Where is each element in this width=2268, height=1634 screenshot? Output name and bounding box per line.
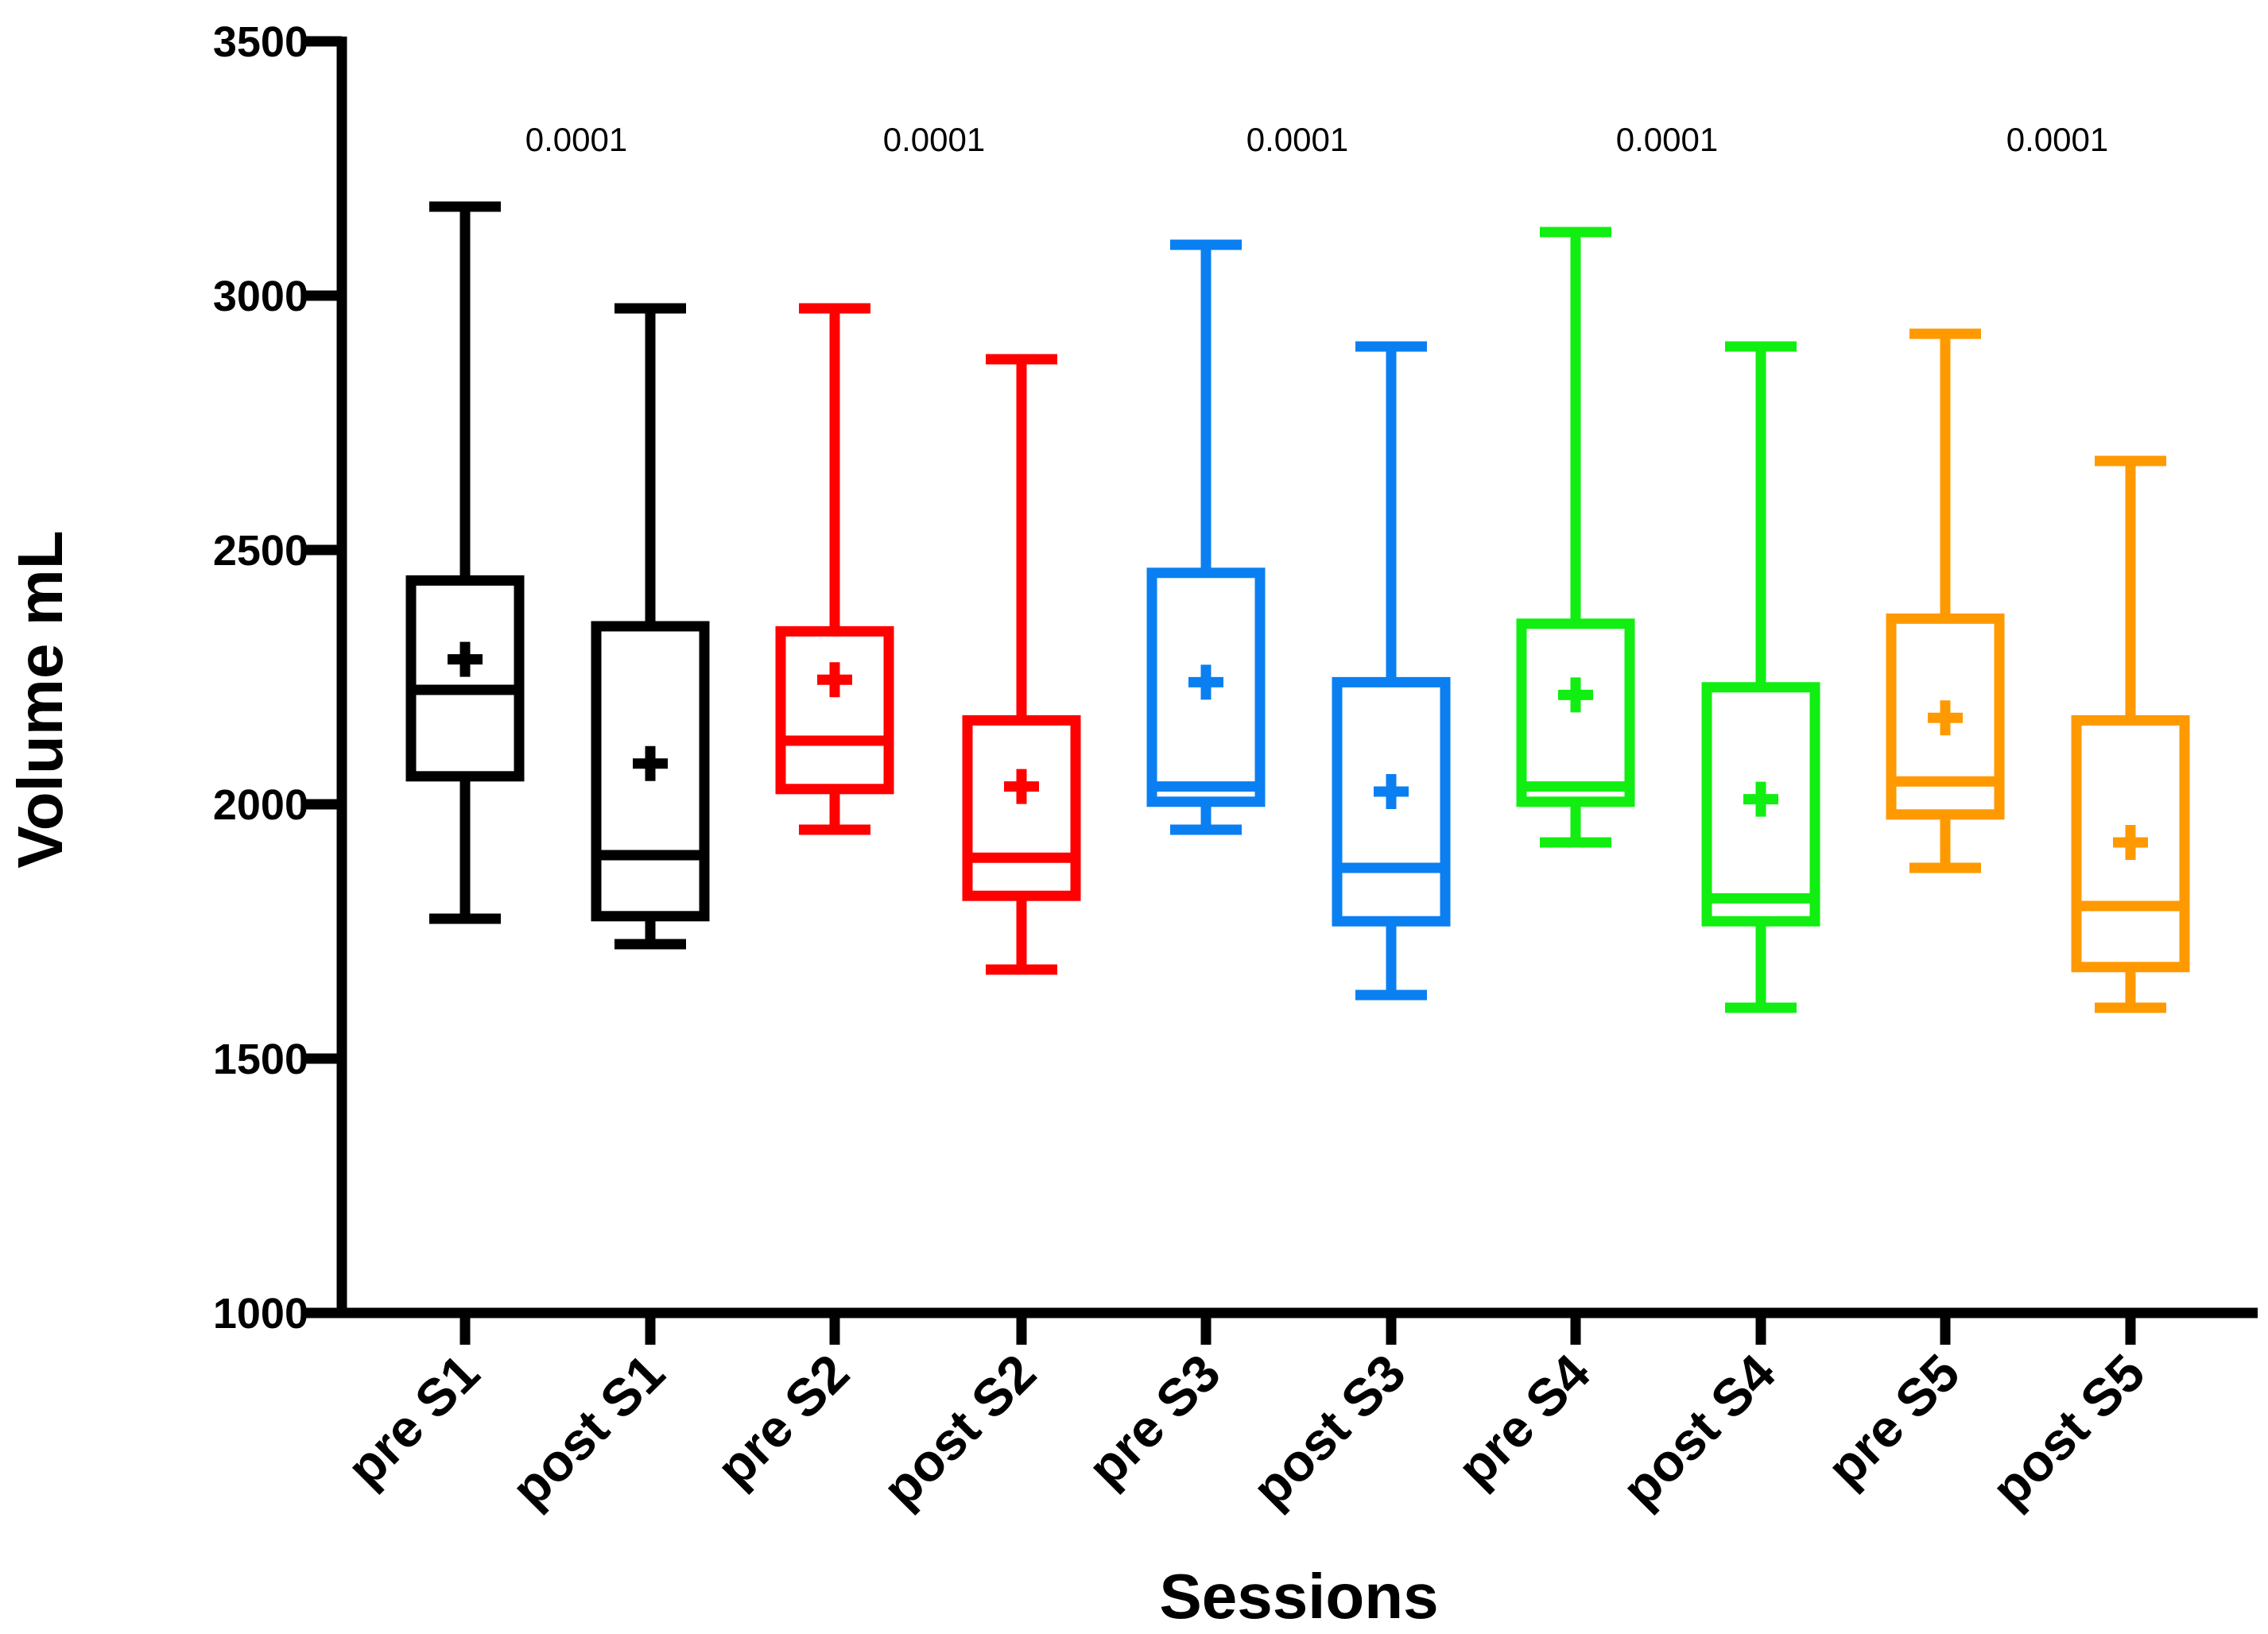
- axes: [304, 36, 2258, 1345]
- y-axis-title: Volume mL: [5, 530, 76, 868]
- x-tick-label: pre S5: [1816, 1343, 1971, 1498]
- y-tick-label: 2000: [213, 781, 308, 829]
- p-value-label: 0.0001: [1616, 121, 1718, 158]
- y-tick-label: 1500: [213, 1036, 308, 1083]
- p-value-label: 0.0001: [525, 121, 627, 158]
- box-post-s1: [591, 303, 710, 950]
- iqr-box: [1146, 567, 1266, 807]
- boxes: [405, 201, 2190, 1013]
- box-pre-s3: [1146, 239, 1266, 835]
- box-post-s5: [2071, 455, 2190, 1013]
- box-post-s3: [1332, 341, 1451, 1001]
- box-pre-s5: [1886, 328, 2005, 873]
- x-axis-title: Sessions: [1159, 1561, 1438, 1632]
- x-tick-label: post S2: [871, 1343, 1047, 1519]
- x-tick-label: pre S2: [705, 1343, 860, 1498]
- x-tick-label: pre S3: [1076, 1343, 1231, 1498]
- iqr-box: [1516, 618, 1635, 807]
- y-tick-label: 1000: [213, 1290, 308, 1338]
- box-pre-s4: [1516, 227, 1635, 848]
- x-tick-label: post S4: [1611, 1342, 1786, 1518]
- box-pre-s1: [405, 201, 525, 924]
- p-value-label: 0.0001: [2006, 121, 2108, 158]
- x-tick-label: pre S4: [1446, 1342, 1601, 1497]
- x-tick-label: post S1: [500, 1343, 676, 1519]
- y-tick-label: 2500: [213, 527, 308, 575]
- x-tick-label: post S5: [1980, 1343, 2156, 1519]
- x-category-labels: pre S1 post S1 pre S2 post S2 pre S3 post S3 p…: [335, 1342, 2156, 1518]
- x-tick-label: pre S1: [335, 1343, 490, 1498]
- y-tick-label: 3000: [213, 273, 308, 320]
- x-tick-label: post S3: [1241, 1343, 1417, 1519]
- p-value-annotations: 0.0001 0.0001 0.0001 0.0001 0.0001: [525, 121, 2108, 158]
- box-post-s4: [1701, 341, 1820, 1013]
- p-value-label: 0.0001: [883, 121, 985, 158]
- box-pre-s2: [775, 303, 894, 835]
- iqr-box: [962, 714, 1081, 901]
- iqr-box: [1701, 682, 1820, 927]
- y-tick-labels: 1000 1500 2000 2500 3000 3500: [213, 18, 308, 1338]
- p-value-label: 0.0001: [1246, 121, 1348, 158]
- iqr-box: [405, 575, 525, 782]
- box-post-s2: [962, 354, 1081, 975]
- iqr-box: [775, 625, 894, 795]
- y-tick-label: 3500: [213, 18, 308, 66]
